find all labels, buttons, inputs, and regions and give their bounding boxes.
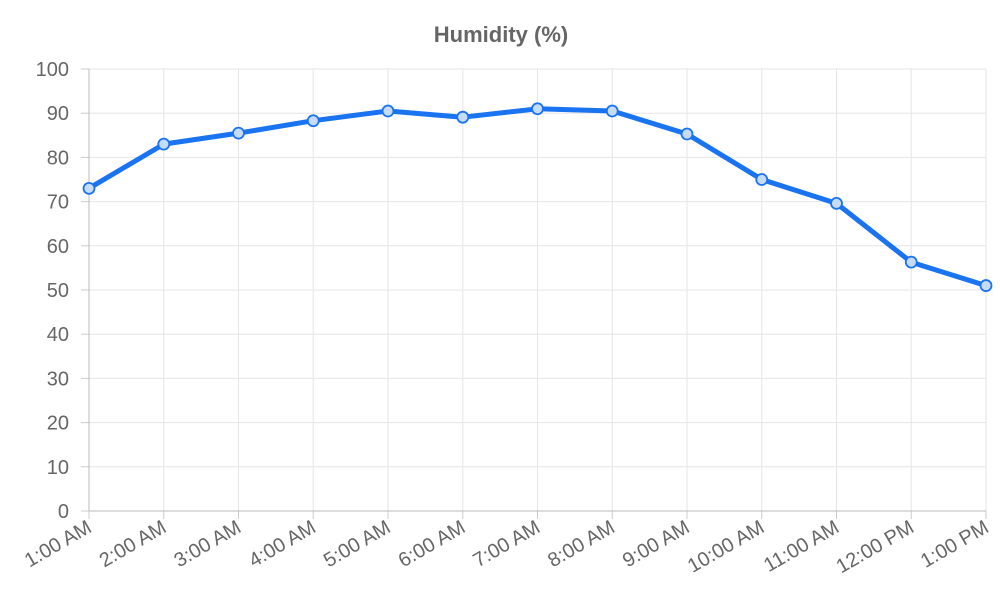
x-tick-label: 6:00 AM [395, 516, 470, 572]
y-tick-label: 0 [58, 501, 69, 523]
y-tick-label: 30 [47, 368, 69, 390]
data-point [904, 255, 918, 269]
chart-title: Humidity (%) [434, 22, 568, 47]
y-tick-label: 100 [36, 59, 69, 81]
y-tick-label: 70 [47, 192, 69, 214]
x-tick-label: 2:00 AM [96, 516, 171, 572]
x-tick-label: 3:00 AM [170, 516, 245, 572]
data-point [306, 114, 320, 128]
x-tick-label: 5:00 AM [320, 516, 395, 572]
x-tick-label: 4:00 AM [245, 516, 320, 572]
x-tick-label: 1:00 AM [21, 516, 96, 572]
data-point [755, 173, 769, 186]
data-point [979, 279, 993, 292]
y-tick-label: 50 [47, 280, 69, 302]
data-point [157, 137, 171, 151]
x-tick-label: 9:00 AM [619, 516, 694, 572]
data-point [680, 127, 694, 141]
x-tick-label: 7:00 AM [469, 516, 544, 572]
x-tick-label: 1:00 PM [917, 516, 993, 572]
data-point [82, 181, 96, 195]
x-tick-label: 10:00 AM [684, 516, 768, 577]
x-tick-label: 8:00 AM [544, 516, 619, 572]
x-tick-label: 12:00 PM [833, 516, 918, 578]
data-point [830, 196, 843, 210]
y-tick-label: 40 [47, 324, 69, 346]
y-tick-label: 60 [47, 236, 69, 258]
y-tick-label: 10 [47, 457, 69, 479]
data-point [381, 104, 395, 118]
y-tick-label: 90 [47, 103, 69, 125]
axes [81, 68, 987, 519]
data-point [605, 104, 619, 118]
x-tick-label: 11:00 AM [760, 516, 843, 577]
data-point [531, 102, 544, 116]
y-axis-ticks: 0 10 20 30 40 50 60 70 80 90 100 [36, 59, 69, 523]
data-point [456, 110, 470, 124]
series-layer [82, 102, 993, 292]
x-axis-ticks: 1:00 AM 2:00 AM 3:00 AM 4:00 AM 5:00 AM 6:00 … [21, 516, 993, 578]
data-point [232, 126, 245, 140]
y-tick-label: 80 [47, 147, 69, 169]
y-tick-label: 20 [47, 413, 69, 435]
